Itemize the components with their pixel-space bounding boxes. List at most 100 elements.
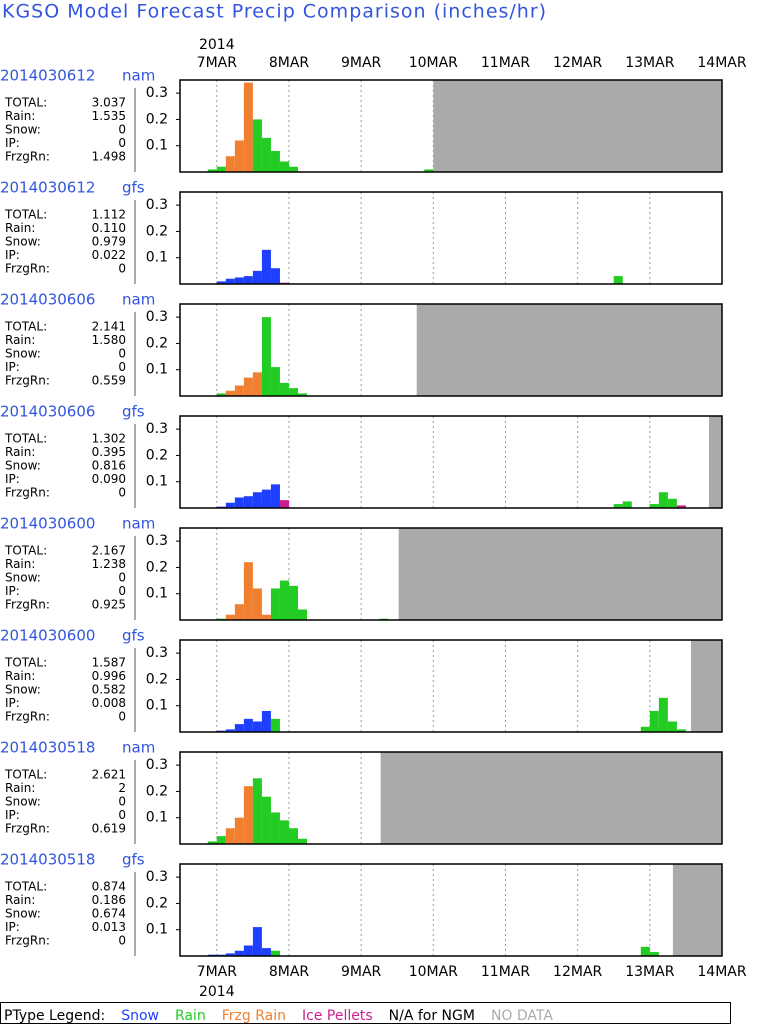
bar [252, 588, 262, 620]
bar [243, 562, 253, 620]
bar [658, 492, 668, 508]
bar [288, 388, 298, 396]
x-tick-label: 14MAR [697, 964, 746, 980]
stat-value: 0 [118, 571, 126, 585]
bar [234, 277, 244, 284]
y-tick-label: 0.2 [146, 559, 168, 575]
model-label: gfs [122, 851, 145, 869]
bar [216, 836, 226, 844]
bar [234, 385, 244, 396]
bar [261, 317, 271, 396]
stat-value: 0.674 [92, 907, 126, 921]
bar [234, 724, 244, 732]
plot-frame [179, 863, 723, 957]
bar [225, 502, 235, 508]
bar [288, 585, 298, 620]
bar [279, 382, 289, 396]
stat-value: 0 [118, 934, 126, 948]
legend-entry: PType Legend: [4, 1008, 105, 1024]
stat-label: IP: [5, 920, 20, 934]
bar [270, 588, 280, 620]
bar [216, 393, 226, 396]
bar [234, 817, 244, 844]
panel: 2014030606 gfs TOTAL: 1.302 Rain: 0.395 Snow: 0… [0, 403, 723, 509]
stat-value: 2.621 [92, 768, 126, 782]
bar [234, 140, 244, 172]
plot-frame [179, 79, 723, 173]
stat-label: Rain: [5, 333, 35, 347]
bar [225, 278, 235, 284]
stat-label: FrzgRn: [5, 710, 50, 724]
stat-value: 0.008 [92, 696, 126, 710]
y-tick-label: 0.2 [146, 111, 168, 127]
no-data-region [690, 640, 722, 732]
stat-value: 2 [118, 781, 126, 795]
y-tick-label: 0.1 [146, 586, 168, 602]
stat-value: 0.559 [92, 374, 126, 388]
stat-value: 0 [118, 262, 126, 276]
stat-label: TOTAL: [4, 208, 47, 222]
stat-label: Rain: [5, 445, 35, 459]
x-tick-label: 11MAR [481, 55, 530, 71]
stat-value: 0.022 [92, 248, 126, 262]
x-tick-label: 13MAR [625, 55, 674, 71]
bar [270, 718, 280, 732]
no-data-region [380, 752, 722, 844]
x-tick-label: 8MAR [269, 55, 310, 71]
bar [270, 150, 280, 172]
y-tick-label: 0.1 [146, 362, 168, 378]
run-label: 2014030612 [0, 179, 95, 197]
bar [676, 505, 686, 508]
stat-value: 1.580 [92, 333, 126, 347]
stat-value: 0.110 [92, 221, 126, 235]
stat-label: Rain: [5, 781, 35, 795]
bar [261, 710, 271, 732]
bar [270, 484, 280, 508]
bar [297, 838, 308, 844]
stat-value: 0 [118, 486, 126, 500]
y-tick-label: 0.1 [146, 138, 168, 154]
bar [667, 498, 677, 508]
plot-frame [179, 415, 723, 509]
stat-label: Snow: [5, 347, 41, 361]
model-label: nam [122, 291, 155, 309]
x-tick-label: 12MAR [553, 55, 602, 71]
bar [252, 270, 262, 284]
bar [622, 501, 632, 508]
stat-value: 1.238 [92, 557, 126, 571]
stat-label: FrzgRn: [5, 598, 50, 612]
stat-value: 0.395 [92, 445, 126, 459]
bar [649, 710, 659, 732]
bar [658, 697, 668, 732]
stat-label: Snow: [5, 907, 41, 921]
bar [613, 504, 623, 508]
x-tick-label: 9MAR [341, 55, 382, 71]
bar [640, 946, 650, 956]
stat-label: FrzgRn: [5, 262, 50, 276]
stat-value: 0.619 [92, 822, 126, 836]
bar [243, 786, 253, 844]
legend-entry: Rain [175, 1008, 206, 1024]
y-tick-label: 0.1 [146, 250, 168, 266]
legend-entry: NO DATA [491, 1008, 553, 1024]
bar [225, 729, 235, 732]
x-tick-label: 13MAR [625, 964, 674, 980]
x-tick-label: 11MAR [481, 964, 530, 980]
bar [252, 721, 262, 732]
stat-label: Snow: [5, 683, 41, 697]
stat-value: 0.186 [92, 893, 126, 907]
no-data-region [672, 864, 722, 956]
x-tick-label: 10MAR [409, 55, 458, 71]
y-tick-label: 0.3 [146, 533, 168, 549]
stat-value: 1.535 [92, 109, 126, 123]
bar [270, 268, 280, 284]
stat-value: 0.979 [92, 235, 126, 249]
stat-label: FrzgRn: [5, 374, 50, 388]
bar [261, 614, 271, 620]
bar [225, 953, 235, 956]
stat-label: Rain: [5, 109, 35, 123]
bar [207, 841, 217, 844]
panel: 2014030606 nam TOTAL: 2.141 Rain: 1.580 Snow: 0… [0, 291, 723, 397]
y-tick-label: 0.2 [146, 223, 168, 239]
